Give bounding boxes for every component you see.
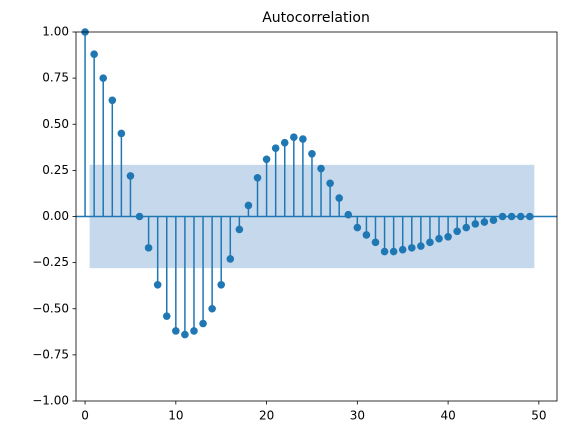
marker [398, 245, 407, 254]
marker [407, 244, 416, 252]
marker [172, 327, 180, 335]
marker [153, 280, 162, 289]
y-tick-label: −1.00 [32, 394, 69, 408]
y-tick-label: −0.50 [32, 301, 69, 315]
marker [335, 194, 343, 202]
marker [317, 164, 325, 173]
marker [290, 133, 298, 141]
x-tick-label: 20 [259, 409, 274, 423]
x-tick-label: 40 [440, 409, 455, 423]
marker [489, 216, 498, 224]
marker [453, 227, 461, 236]
marker [462, 223, 471, 232]
marker [471, 220, 480, 228]
marker [362, 231, 371, 239]
marker [326, 179, 334, 188]
x-tick-label: 50 [531, 409, 546, 423]
marker [516, 212, 525, 221]
marker [444, 232, 452, 241]
marker [90, 50, 98, 58]
y-tick-label: 0.00 [42, 209, 69, 223]
marker [525, 212, 534, 221]
x-tick-label: 0 [81, 409, 89, 423]
marker [380, 247, 389, 256]
marker [480, 218, 489, 226]
y-tick-label: −0.25 [32, 255, 69, 269]
marker [226, 255, 235, 263]
marker [135, 212, 144, 221]
x-tick-label: 10 [168, 409, 183, 423]
x-tick-label: 30 [350, 409, 365, 423]
marker [162, 312, 171, 320]
marker [181, 330, 189, 339]
marker [344, 210, 353, 219]
marker [253, 173, 262, 182]
marker [308, 149, 316, 158]
marker [208, 304, 216, 313]
marker [144, 244, 153, 252]
marker [199, 319, 207, 328]
marker [299, 135, 307, 143]
marker [353, 223, 362, 232]
marker [244, 201, 253, 210]
chart-title: Autocorrelation [262, 10, 370, 26]
marker [117, 129, 126, 138]
marker [426, 238, 434, 247]
marker [108, 96, 117, 105]
marker [498, 212, 507, 221]
y-tick-label: 0.25 [42, 163, 69, 177]
marker [217, 280, 226, 289]
marker [126, 172, 135, 180]
marker [507, 212, 516, 221]
marker [262, 155, 271, 164]
marker [280, 138, 289, 147]
y-tick-label: −0.75 [32, 347, 69, 361]
marker [371, 238, 380, 247]
marker [190, 327, 198, 335]
marker [417, 242, 425, 250]
marker [271, 144, 280, 153]
marker [435, 234, 443, 243]
marker [235, 225, 244, 234]
marker [389, 247, 398, 256]
y-tick-label: 0.75 [42, 71, 69, 85]
y-tick-label: 0.50 [42, 117, 69, 131]
marker [99, 74, 108, 82]
y-tick-label: 1.00 [42, 25, 69, 39]
